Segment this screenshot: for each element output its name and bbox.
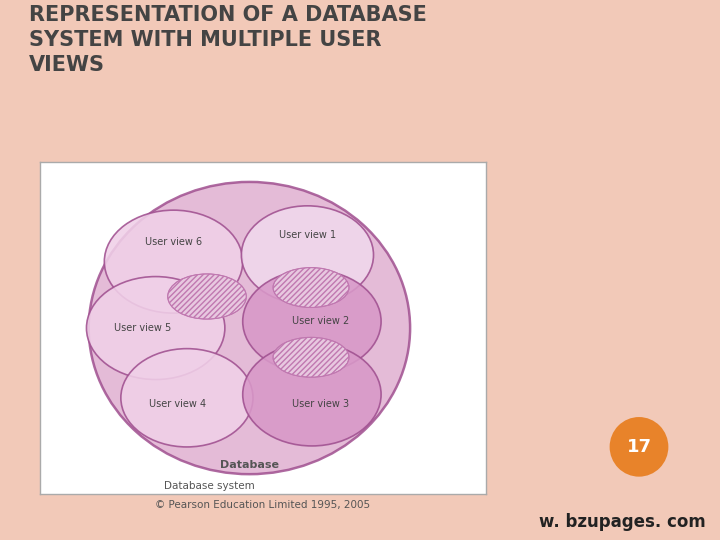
- Circle shape: [86, 276, 225, 380]
- Ellipse shape: [273, 338, 349, 377]
- Text: w. bzupages. com: w. bzupages. com: [539, 512, 706, 531]
- Circle shape: [104, 210, 243, 313]
- Text: User view 3: User view 3: [292, 400, 349, 409]
- Text: User view 1: User view 1: [279, 230, 336, 240]
- Text: User view 6: User view 6: [145, 237, 202, 247]
- Text: Database system: Database system: [164, 481, 255, 491]
- Text: © Pearson Education Limited 1995, 2005: © Pearson Education Limited 1995, 2005: [156, 500, 370, 510]
- Text: Database: Database: [220, 460, 279, 470]
- Text: REPRESENTATION OF A DATABASE
SYSTEM WITH MULTIPLE USER
VIEWS: REPRESENTATION OF A DATABASE SYSTEM WITH…: [29, 5, 427, 75]
- Circle shape: [121, 349, 253, 447]
- Circle shape: [243, 343, 381, 446]
- Text: 17: 17: [626, 438, 652, 456]
- Text: User view 5: User view 5: [114, 323, 171, 333]
- Ellipse shape: [89, 182, 410, 474]
- Ellipse shape: [273, 268, 349, 307]
- Text: User view 2: User view 2: [292, 316, 349, 326]
- Circle shape: [610, 417, 668, 477]
- Ellipse shape: [168, 274, 246, 319]
- Circle shape: [241, 206, 374, 304]
- Text: User view 4: User view 4: [150, 400, 207, 409]
- Circle shape: [243, 270, 381, 373]
